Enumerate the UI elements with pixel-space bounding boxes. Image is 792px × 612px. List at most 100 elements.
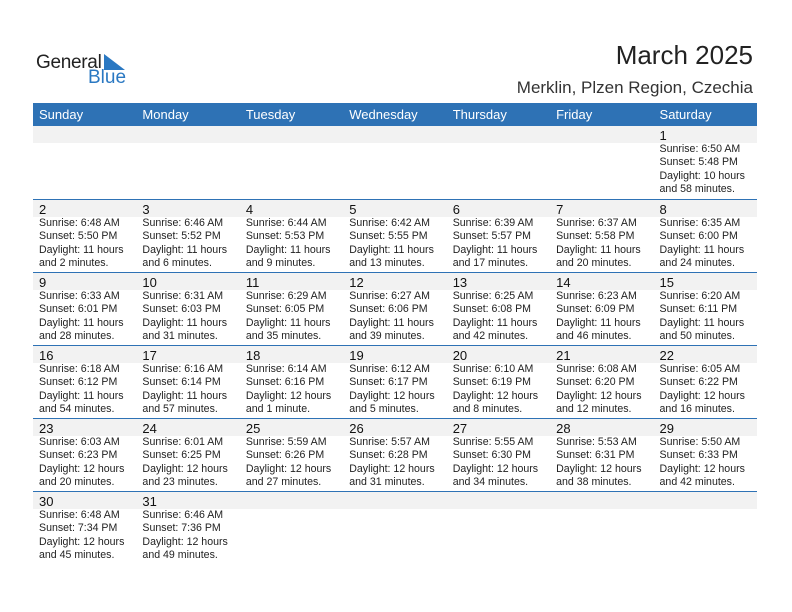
empty-cell <box>343 492 446 562</box>
day-number: 20 <box>452 348 468 363</box>
day-cell: 31 Sunrise: 6:46 AM Sunset: 7:36 PM Dayligh… <box>136 492 239 562</box>
daylight-text: and 46 minutes. <box>556 329 632 342</box>
sunset-text: Sunset: 5:48 PM <box>659 156 738 169</box>
daylight-text: Daylight: 12 hours <box>349 389 435 402</box>
day-number: 21 <box>556 348 571 363</box>
sunset-text: Sunset: 6:09 PM <box>556 303 635 316</box>
day-cell: 7 Sunrise: 6:37 AM Sunset: 5:58 PM Daylight… <box>550 200 653 270</box>
logo: General Blue <box>36 52 126 88</box>
day-cell: 10 Sunrise: 6:31 AM Sunset: 6:03 PM Dayligh… <box>136 273 239 343</box>
sunset-text: Sunset: 6:26 PM <box>245 449 325 462</box>
empty-cell <box>240 126 343 196</box>
sunset-text: Sunset: 6:23 PM <box>39 449 118 462</box>
daylight-text: Daylight: 12 hours <box>39 535 125 548</box>
day-cell: 24 Sunrise: 6:01 AM Sunset: 6:25 PM Dayligh… <box>136 419 239 489</box>
empty-cell <box>33 126 136 196</box>
sunrise-text: Sunrise: 6:48 AM <box>39 217 120 229</box>
day-number: 17 <box>142 348 157 363</box>
daylight-text: and 6 minutes. <box>142 256 212 269</box>
daylight-text: and 17 minutes. <box>452 256 529 269</box>
day-cell: 13 Sunrise: 6:25 AM Sunset: 6:08 PM Dayligh… <box>447 273 550 343</box>
day-number: 9 <box>39 275 47 290</box>
daylight-text: Daylight: 12 hours <box>659 389 745 402</box>
weekday-monday: Monday <box>142 107 189 122</box>
daylight-text: Daylight: 12 hours <box>39 462 125 475</box>
sunset-text: Sunset: 6:11 PM <box>659 303 738 316</box>
daylight-text: and 27 minutes. <box>245 475 322 488</box>
daylight-text: Daylight: 12 hours <box>556 462 642 475</box>
day-cell: 21 Sunrise: 6:08 AM Sunset: 6:20 PM Dayligh… <box>550 346 653 416</box>
sunrise-text: Sunrise: 5:57 AM <box>349 436 430 448</box>
daylight-text: Daylight: 11 hours <box>659 316 745 329</box>
daylight-text: Daylight: 11 hours <box>349 243 434 256</box>
daylight-text: Daylight: 12 hours <box>245 462 332 475</box>
week-row: 30 Sunrise: 6:48 AM Sunset: 7:34 PM Dayligh… <box>33 491 757 564</box>
sunset-text: Sunset: 6:30 PM <box>452 449 532 462</box>
sunset-text: Sunset: 6:14 PM <box>142 376 221 389</box>
daylight-text: Daylight: 12 hours <box>452 389 539 402</box>
logo-text-general: General <box>36 52 102 73</box>
week-row: 1 Sunrise: 6:50 AM Sunset: 5:48 PM Daylight… <box>33 126 757 199</box>
sunrise-text: Sunrise: 6:37 AM <box>556 217 637 229</box>
daylight-text: and 23 minutes. <box>142 475 218 488</box>
day-cell: 14 Sunrise: 6:23 AM Sunset: 6:09 PM Dayligh… <box>550 273 653 343</box>
day-cell: 2 Sunrise: 6:48 AM Sunset: 5:50 PM Daylight… <box>33 200 136 270</box>
daylight-text: and 57 minutes. <box>142 402 218 415</box>
daylight-text: and 12 minutes. <box>556 402 632 415</box>
day-cell: 5 Sunrise: 6:42 AM Sunset: 5:55 PM Daylight… <box>343 200 446 270</box>
daylight-text: and 5 minutes. <box>349 402 419 415</box>
daylight-text: Daylight: 11 hours <box>142 316 228 329</box>
sunrise-text: Sunrise: 5:59 AM <box>245 436 327 448</box>
sunset-text: Sunset: 6:00 PM <box>659 230 738 243</box>
weekday-header: Sunday Monday Tuesday Wednesday Thursday Frid… <box>33 103 757 126</box>
sunset-text: Sunset: 6:28 PM <box>349 449 428 462</box>
daylight-text: Daylight: 11 hours <box>452 243 538 256</box>
sunset-text: Sunset: 6:01 PM <box>39 303 118 316</box>
daylight-text: Daylight: 10 hours <box>659 169 745 182</box>
weekday-thursday: Thursday <box>452 107 507 122</box>
daylight-text: and 20 minutes. <box>39 475 115 488</box>
daylight-text: and 58 minutes. <box>659 182 735 195</box>
sunrise-text: Sunrise: 5:50 AM <box>659 436 741 448</box>
day-cell: 8 Sunrise: 6:35 AM Sunset: 6:00 PM Daylight… <box>654 200 757 270</box>
sunrise-text: Sunrise: 5:55 AM <box>452 436 534 448</box>
day-number: 28 <box>556 421 571 436</box>
empty-cell <box>447 492 550 562</box>
day-number: 11 <box>245 275 260 290</box>
sunset-text: Sunset: 6:08 PM <box>452 303 532 316</box>
day-cell: 28 Sunrise: 5:53 AM Sunset: 6:31 PM Dayligh… <box>550 419 653 489</box>
day-number: 10 <box>142 275 157 290</box>
sunrise-text: Sunrise: 6:03 AM <box>39 436 120 448</box>
day-cell: 19 Sunrise: 6:12 AM Sunset: 6:17 PM Dayligh… <box>343 346 446 416</box>
day-number: 7 <box>556 202 564 217</box>
daylight-text: Daylight: 11 hours <box>39 316 124 329</box>
day-number: 2 <box>39 202 47 217</box>
daylight-text: and 16 minutes. <box>659 402 735 415</box>
day-cell: 1 Sunrise: 6:50 AM Sunset: 5:48 PM Daylight… <box>654 126 757 196</box>
sunrise-text: Sunrise: 5:53 AM <box>556 436 637 448</box>
day-number: 30 <box>39 494 54 509</box>
daylight-text: Daylight: 11 hours <box>349 316 434 329</box>
day-cell: 11 Sunrise: 6:29 AM Sunset: 6:05 PM Dayligh… <box>240 273 343 343</box>
day-cell: 20 Sunrise: 6:10 AM Sunset: 6:19 PM Dayligh… <box>447 346 550 416</box>
day-number: 22 <box>659 348 674 363</box>
daylight-text: Daylight: 11 hours <box>142 243 228 256</box>
daylight-text: and 35 minutes. <box>245 329 322 342</box>
page-title: March 2025 <box>615 40 753 70</box>
day-cell: 23 Sunrise: 6:03 AM Sunset: 6:23 PM Dayligh… <box>33 419 136 489</box>
day-number: 27 <box>452 421 468 436</box>
sunset-text: Sunset: 6:03 PM <box>142 303 221 316</box>
day-cell: 26 Sunrise: 5:57 AM Sunset: 6:28 PM Dayligh… <box>343 419 446 489</box>
sunset-text: Sunset: 6:12 PM <box>39 376 118 389</box>
sunset-text: Sunset: 7:34 PM <box>39 522 118 535</box>
day-number: 3 <box>142 202 150 217</box>
daylight-text: Daylight: 11 hours <box>39 389 124 402</box>
sunrise-text: Sunrise: 6:18 AM <box>39 363 120 375</box>
daylight-text: and 20 minutes. <box>556 256 632 269</box>
day-number: 1 <box>659 128 667 143</box>
day-cell: 16 Sunrise: 6:18 AM Sunset: 6:12 PM Dayligh… <box>33 346 136 416</box>
sunset-text: Sunset: 5:50 PM <box>39 230 118 243</box>
daylight-text: and 34 minutes. <box>452 475 529 488</box>
sunrise-text: Sunrise: 6:33 AM <box>39 290 120 302</box>
daylight-text: and 42 minutes. <box>659 475 735 488</box>
